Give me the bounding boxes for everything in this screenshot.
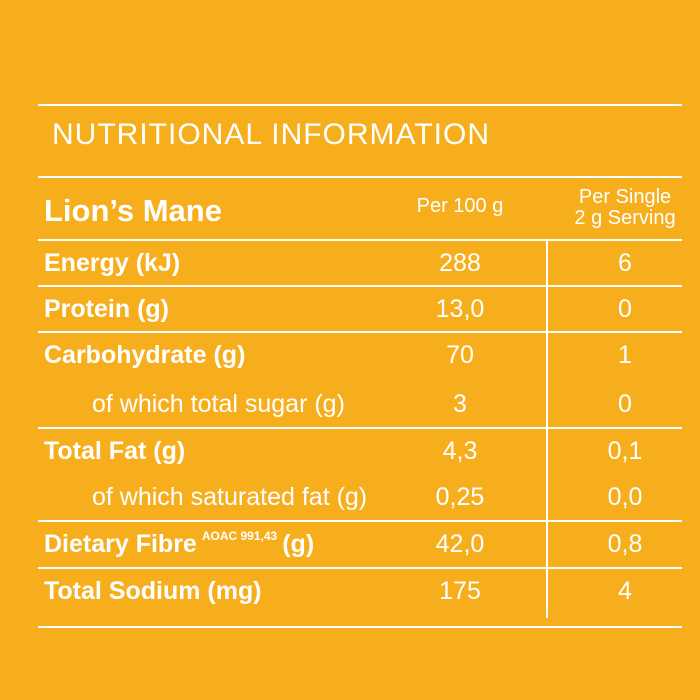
- title-rule: [38, 176, 682, 178]
- row-value-per-100g: 4,3: [442, 437, 478, 465]
- row-label: Dietary Fibre AOAC 991,43 (g): [44, 521, 314, 571]
- row-label: Energy (kJ): [44, 249, 181, 277]
- header-rule: [38, 239, 682, 241]
- row-value-per-100g: 3: [453, 390, 467, 418]
- bottom-rule: [38, 626, 682, 628]
- row-value-per-serving: 4: [618, 577, 632, 605]
- row-value-per-100g: 13,0: [435, 295, 485, 323]
- column-header-per-serving-line1: Per Single: [578, 186, 672, 208]
- row-value-per-serving: 0,8: [607, 530, 643, 558]
- row-rule: [38, 331, 682, 333]
- row-rule: [38, 520, 682, 522]
- column-divider: [546, 240, 548, 618]
- row-label: of which saturated fat (g): [92, 483, 368, 511]
- table-row-total-fat: Total Fat (g) 4,3 0,1: [0, 428, 700, 474]
- column-header-per-100g: Per 100 g: [416, 195, 504, 217]
- row-label: Total Fat (g): [44, 437, 186, 465]
- page-title: NUTRITIONAL INFORMATION: [52, 118, 490, 151]
- row-value-per-serving: 1: [618, 341, 632, 369]
- row-value-per-serving: 0: [618, 390, 632, 418]
- table-row-saturated-fat: of which saturated fat (g) 0,25 0,0: [0, 474, 700, 520]
- row-label: Protein (g): [44, 295, 169, 323]
- row-value-per-100g: 288: [439, 249, 481, 277]
- row-value-per-100g: 70: [446, 341, 474, 369]
- row-rule: [38, 285, 682, 287]
- table-row-total-sugar: of which total sugar (g) 3 0: [0, 381, 700, 427]
- table-row-carbohydrate: Carbohydrate (g) 70 1: [0, 332, 700, 378]
- row-label: Total Sodium (mg): [44, 577, 262, 605]
- row-rule: [38, 567, 682, 569]
- table-row-total-sodium: Total Sodium (mg) 175 4: [0, 568, 700, 614]
- row-rule: [38, 427, 682, 429]
- table-row-protein: Protein (g) 13,0 0: [0, 286, 700, 332]
- top-rule: [38, 104, 682, 106]
- table-row-energy: Energy (kJ) 288 6: [0, 240, 700, 286]
- row-value-per-serving: 0: [618, 295, 632, 323]
- column-header-per-serving-line2: 2 g Serving: [574, 207, 676, 229]
- row-value-per-100g: 0,25: [435, 483, 485, 511]
- row-value-per-100g: 175: [439, 577, 481, 605]
- row-value-per-serving: 0,1: [607, 437, 643, 465]
- row-label: Carbohydrate (g): [44, 341, 246, 369]
- product-name: Lion’s Mane: [44, 193, 222, 228]
- column-header-per-serving: Per Single 2 g Serving: [550, 187, 700, 229]
- table-row-dietary-fibre: Dietary Fibre AOAC 991,43 (g) 42,0 0,8: [0, 521, 700, 567]
- row-value-per-serving: 6: [618, 249, 632, 277]
- row-label: of which total sugar (g): [92, 390, 345, 418]
- row-label-unit: (g): [282, 530, 315, 558]
- row-value-per-100g: 42,0: [435, 530, 485, 558]
- row-value-per-serving: 0,0: [607, 483, 643, 511]
- row-label-text: Dietary Fibre: [44, 530, 197, 558]
- row-label-superscript: AOAC 991,43: [201, 529, 278, 543]
